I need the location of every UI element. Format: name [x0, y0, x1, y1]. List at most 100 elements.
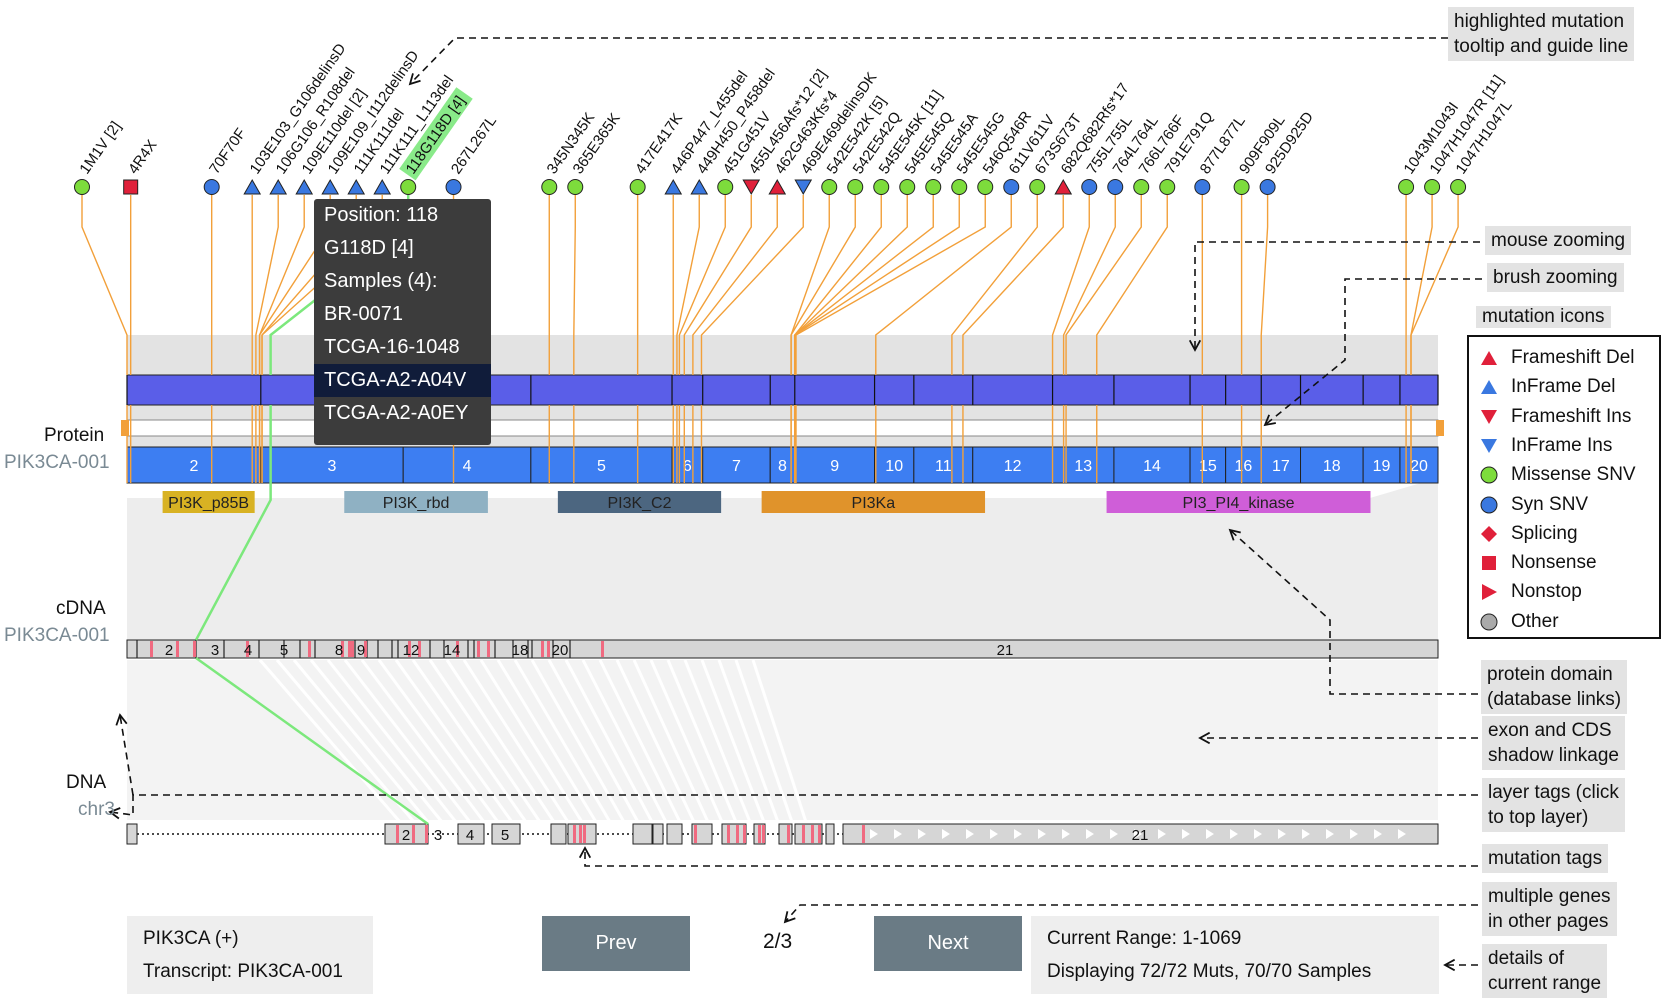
dna-mutation-tag[interactable] [762, 825, 765, 843]
mutation-marker[interactable] [1450, 179, 1467, 195]
dna-exon[interactable] [666, 823, 683, 845]
tooltip-sample[interactable]: BR-0071 [324, 303, 403, 325]
protein-domain[interactable] [1106, 491, 1371, 513]
protein-exon[interactable] [972, 446, 1054, 484]
protein-exon[interactable] [702, 446, 771, 484]
mutation-markers[interactable]: 1M1V [2] 4R4X 70F70F103E103_G106delinsD106… [74, 40, 1516, 196]
mutation-marker[interactable] [925, 179, 942, 195]
domain-track[interactable]: PI3K_p85B PI3K_rbd PI3K_C2 PI3Ka PI3_PI4_kin… [162, 491, 1371, 513]
cdna-mutation-tag[interactable] [351, 641, 354, 657]
dna-mutation-tag[interactable] [758, 825, 761, 843]
mutation-marker[interactable] [1159, 179, 1176, 195]
cdna-mutation-tag[interactable] [308, 641, 311, 657]
cdna-mutation-tag[interactable] [176, 641, 179, 657]
mutation-marker[interactable] [243, 178, 262, 195]
dna-mutation-tag[interactable] [583, 825, 586, 843]
protein-domain-label[interactable]: PI3K_rbd [383, 495, 450, 512]
mutation-label[interactable]: 70F70F [206, 125, 250, 177]
mutation-marker[interactable] [347, 178, 366, 195]
mutation-marker[interactable] [321, 178, 340, 195]
dna-mutation-tag[interactable] [694, 825, 697, 843]
mutation-marker[interactable] [1259, 179, 1276, 195]
tooltip-sample-highlighted[interactable]: TCGA-A2-A04V [314, 364, 491, 397]
mutation-marker[interactable] [123, 179, 139, 195]
protein-domain-label[interactable]: PI3K_p85B [168, 495, 249, 512]
protein-domain[interactable] [344, 491, 488, 513]
dna-layer-tag[interactable]: DNA [66, 772, 107, 793]
protein-domain[interactable] [162, 491, 255, 513]
mutation-marker[interactable] [794, 179, 813, 196]
cdna-mutation-tag[interactable] [408, 641, 411, 657]
cdna-mutation-tag[interactable] [541, 641, 544, 657]
mutation-marker[interactable] [567, 179, 584, 195]
mutation-marker[interactable] [821, 179, 838, 195]
cdna-mutation-tag[interactable] [193, 641, 196, 657]
protein-exon[interactable] [402, 446, 532, 484]
dna-mutation-tag[interactable] [579, 825, 582, 843]
tooltip-sample[interactable]: TCGA-A2-A0EY [324, 402, 469, 424]
protein-layer-tag[interactable]: Protein [44, 425, 105, 446]
dna-exon[interactable] [491, 823, 521, 845]
dna-exon[interactable] [457, 823, 485, 845]
dna-mutation-tag[interactable] [396, 825, 399, 843]
dna-mutation-tag[interactable] [743, 825, 746, 843]
mutation-marker[interactable] [1081, 179, 1098, 195]
dna-mutation-tag[interactable] [736, 825, 739, 843]
dna-track[interactable]: 2 3 4 5 21 [126, 823, 1439, 845]
dna-exon[interactable] [794, 823, 823, 845]
cdna-mutation-tag[interactable] [364, 641, 367, 657]
mutation-marker[interactable] [873, 179, 890, 195]
mutation-marker[interactable] [1003, 179, 1020, 195]
mutation-marker[interactable] [1054, 178, 1073, 195]
mutation-marker[interactable] [977, 179, 994, 195]
mutation-marker[interactable] [269, 178, 288, 195]
mutation-marker[interactable] [295, 178, 314, 195]
mutation-marker[interactable] [400, 179, 417, 195]
protein-exon[interactable] [1189, 446, 1227, 484]
mutation-marker[interactable] [951, 179, 968, 195]
dna-mutation-tag[interactable] [787, 825, 790, 843]
dna-mutation-tag[interactable] [412, 825, 415, 843]
dna-mutation-tag[interactable] [727, 825, 730, 843]
mutation-marker[interactable] [899, 179, 916, 195]
mutation-marker[interactable] [1107, 179, 1124, 195]
protein-exon[interactable] [1225, 446, 1262, 484]
prev-button[interactable]: Prev [542, 916, 690, 971]
mutation-marker[interactable] [373, 178, 392, 195]
mutation-marker[interactable] [1398, 179, 1415, 195]
cdna-mutation-tag[interactable] [547, 641, 550, 657]
cdna-mutation-tag[interactable] [348, 641, 351, 657]
mutation-marker[interactable] [629, 179, 646, 195]
cdna-bar[interactable] [126, 639, 1439, 659]
mutation-label[interactable]: 4R4X [125, 137, 160, 177]
protein-exon[interactable] [1362, 446, 1401, 484]
dna-mutation-tag[interactable] [862, 825, 865, 843]
dna-mutation-tag[interactable] [802, 825, 805, 843]
mutation-marker[interactable] [768, 178, 787, 195]
protein-domain-label[interactable]: PI3_PI4_kinase [1182, 495, 1294, 512]
mutation-marker[interactable] [74, 179, 90, 195]
dna-exon[interactable] [632, 823, 653, 845]
mutation-marker[interactable] [445, 179, 462, 195]
cdna-mutation-tag[interactable] [150, 641, 153, 657]
tooltip-sample[interactable]: TCGA-16-1048 [324, 336, 460, 358]
dna-exon[interactable] [126, 823, 138, 845]
cdna-mutation-tag[interactable] [477, 641, 480, 657]
dna-mutation-tag[interactable] [425, 825, 428, 843]
mutation-marker[interactable] [664, 178, 683, 195]
protein-exon[interactable] [530, 446, 673, 484]
dna-exon[interactable] [652, 823, 664, 845]
protein-domain[interactable] [557, 491, 722, 513]
mutation-marker[interactable] [1194, 179, 1211, 195]
dna-exon[interactable] [825, 823, 835, 845]
cdna-mutation-tag[interactable] [418, 641, 421, 657]
mutation-marker[interactable] [742, 179, 761, 196]
protein-domain[interactable] [761, 491, 986, 513]
cdna-mutation-tag[interactable] [487, 641, 490, 657]
protein-domain-label[interactable]: PI3K_C2 [607, 495, 671, 512]
mutation-marker[interactable] [541, 179, 558, 195]
dna-mutation-tag[interactable] [811, 825, 814, 843]
protein-domain-label[interactable]: PI3Ka [852, 495, 896, 512]
protein-exon[interactable] [874, 446, 915, 484]
mutation-marker[interactable] [690, 178, 709, 195]
